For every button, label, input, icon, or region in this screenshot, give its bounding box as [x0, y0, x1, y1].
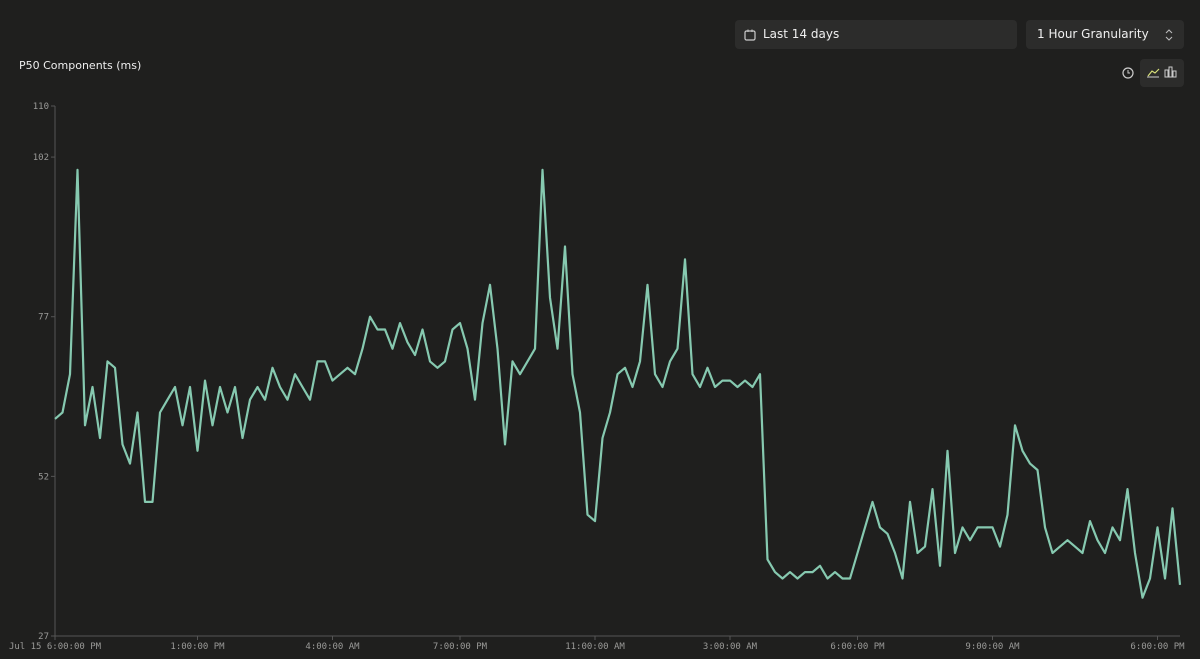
date-range-button[interactable]: Last 14 days — [735, 20, 1017, 49]
clock-icon[interactable] — [1120, 66, 1136, 80]
granularity-text: 1 Hour Granularity — [1037, 27, 1149, 41]
x-tick-label: 1:00:00 PM — [170, 642, 225, 652]
x-tick-label: 6:00:00 PM — [830, 642, 885, 652]
y-tick-label: 110 — [33, 102, 49, 112]
x-tick-label: 4:00:00 AM — [305, 642, 360, 652]
y-tick-label: 77 — [38, 313, 49, 323]
calendar-icon — [744, 29, 756, 41]
x-tick-label: Jul 15 6:00:00 PM — [9, 642, 102, 652]
toggle-icons — [1147, 66, 1177, 78]
y-tick-label: 102 — [33, 153, 49, 163]
chart-title: P50 Components (ms) — [19, 59, 142, 72]
x-tick-label: 3:00:00 AM — [703, 642, 758, 652]
series-line — [54, 168, 1182, 599]
y-tick-label: 52 — [38, 472, 49, 482]
date-range-text: Last 14 days — [763, 27, 840, 41]
x-tick-label: 9:00:00 AM — [965, 642, 1020, 652]
x-tick-label: 6:00:00 PM — [1130, 642, 1185, 652]
y-tick-label: 27 — [38, 632, 49, 642]
select-arrows — [1165, 29, 1173, 41]
x-tick-label: 11:00:00 AM — [565, 642, 625, 652]
granularity-select[interactable]: 1 Hour Granularity — [1026, 20, 1184, 49]
x-tick-label: 7:00:00 PM — [433, 642, 488, 652]
chart-type-toggle[interactable] — [1140, 59, 1184, 87]
